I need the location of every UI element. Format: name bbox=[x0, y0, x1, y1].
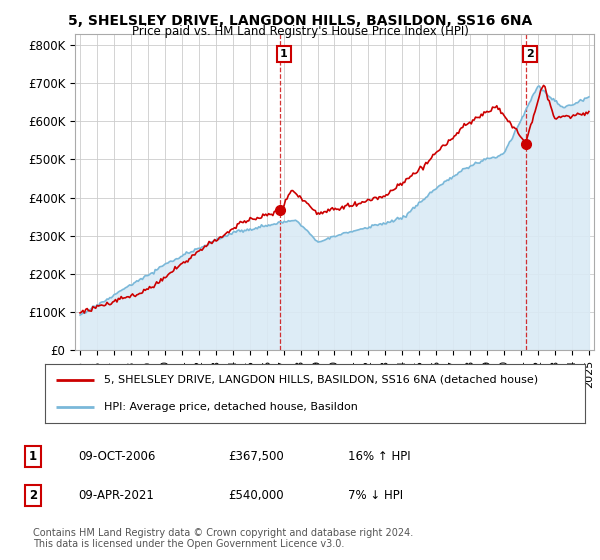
Text: 2: 2 bbox=[29, 489, 37, 502]
Text: This data is licensed under the Open Government Licence v3.0.: This data is licensed under the Open Gov… bbox=[33, 539, 344, 549]
Text: £367,500: £367,500 bbox=[228, 450, 284, 463]
Text: 09-OCT-2006: 09-OCT-2006 bbox=[78, 450, 155, 463]
Text: 09-APR-2021: 09-APR-2021 bbox=[78, 489, 154, 502]
Text: 7% ↓ HPI: 7% ↓ HPI bbox=[348, 489, 403, 502]
Text: HPI: Average price, detached house, Basildon: HPI: Average price, detached house, Basi… bbox=[104, 402, 358, 412]
Text: 1: 1 bbox=[29, 450, 37, 463]
Text: £540,000: £540,000 bbox=[228, 489, 284, 502]
Text: 5, SHELSLEY DRIVE, LANGDON HILLS, BASILDON, SS16 6NA (detached house): 5, SHELSLEY DRIVE, LANGDON HILLS, BASILD… bbox=[104, 375, 539, 385]
Text: Price paid vs. HM Land Registry's House Price Index (HPI): Price paid vs. HM Land Registry's House … bbox=[131, 25, 469, 38]
Text: 5, SHELSLEY DRIVE, LANGDON HILLS, BASILDON, SS16 6NA: 5, SHELSLEY DRIVE, LANGDON HILLS, BASILD… bbox=[68, 14, 532, 28]
Text: 1: 1 bbox=[280, 49, 288, 59]
Text: 2: 2 bbox=[526, 49, 534, 59]
Text: 16% ↑ HPI: 16% ↑ HPI bbox=[348, 450, 410, 463]
Text: Contains HM Land Registry data © Crown copyright and database right 2024.: Contains HM Land Registry data © Crown c… bbox=[33, 528, 413, 538]
